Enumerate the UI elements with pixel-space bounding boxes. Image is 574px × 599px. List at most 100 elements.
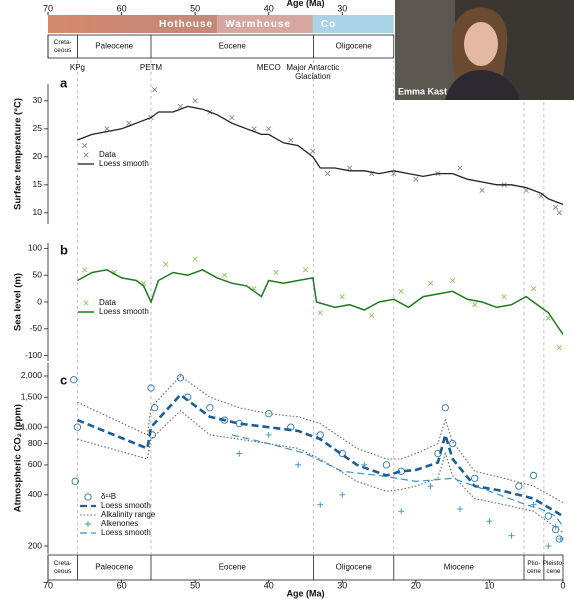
data-point <box>556 344 562 351</box>
data-point <box>501 294 507 300</box>
x-axis-title: Age (Ma) <box>287 588 325 598</box>
legend-marker <box>84 493 92 501</box>
y-tick-label: 30 <box>33 95 43 105</box>
data-point <box>152 86 158 93</box>
climate-label: Warmhouse <box>225 19 291 30</box>
legend-label: Data <box>99 298 116 307</box>
event-label: MECO <box>257 63 281 72</box>
y-tick-label: 15 <box>33 179 43 189</box>
data-point <box>441 404 449 412</box>
x-tick-label: 40 <box>264 580 274 590</box>
x-tick-label: 60 <box>117 3 127 13</box>
panel-letter: a <box>60 75 68 90</box>
event-label: KPg <box>70 63 85 72</box>
data-point <box>508 532 515 539</box>
data-point <box>557 535 564 542</box>
y-tick-label: 1,000 <box>21 421 43 431</box>
legend-label: Loess smooth <box>101 528 151 537</box>
data-point <box>472 302 478 308</box>
y-tick-label: 400 <box>28 489 42 499</box>
climate-state <box>312 15 394 33</box>
data-point <box>317 501 324 508</box>
data-point <box>530 285 537 292</box>
epoch-label: Eocene <box>219 563 247 572</box>
data-point <box>339 491 346 498</box>
data-point <box>147 384 155 392</box>
data-point <box>448 439 457 448</box>
legend-label: Loess smooth <box>99 307 149 316</box>
data-point <box>471 474 479 482</box>
x-tick-label: 60 <box>117 580 127 590</box>
smooth-line <box>231 434 564 527</box>
legend-marker <box>83 300 89 306</box>
data-point <box>221 272 228 278</box>
epoch-label: Pleisto- <box>543 560 565 567</box>
data-point <box>457 506 463 513</box>
legend-marker <box>83 152 89 158</box>
data-point <box>317 310 323 316</box>
event-label: Glaciation <box>295 72 331 81</box>
y-tick-label: 25 <box>33 123 43 133</box>
data-point <box>265 431 272 438</box>
y-tick-label: 50 <box>33 269 43 279</box>
x-tick-label: 30 <box>337 580 347 590</box>
data-point <box>324 170 331 177</box>
data-point <box>339 294 345 300</box>
y-tick-label: 800 <box>28 438 42 448</box>
epoch-label: Eocene <box>219 42 247 51</box>
data-point <box>556 210 562 216</box>
epoch-label: ceous <box>54 568 72 575</box>
x-tick-label: 30 <box>337 3 347 13</box>
x-tick-label: 10 <box>484 580 494 590</box>
data-point <box>479 187 485 194</box>
data-point <box>515 482 523 490</box>
epoch-row <box>47 554 564 581</box>
range-line <box>77 409 564 534</box>
data-point <box>347 165 353 171</box>
data-point <box>391 170 397 177</box>
person-body <box>445 70 520 100</box>
y-tick-label: 600 <box>28 459 42 469</box>
y-tick-label: 100 <box>28 243 42 253</box>
epoch-label: cene <box>546 568 560 575</box>
x-tick-label: 50 <box>190 3 200 13</box>
data-point <box>382 461 391 469</box>
legend-label: Data <box>99 150 116 159</box>
y-tick-label: 20 <box>33 151 43 161</box>
x-tick-label: 40 <box>264 3 274 13</box>
data-point <box>70 376 78 384</box>
epoch-label: Creta- <box>54 560 72 567</box>
climate-state <box>217 15 313 33</box>
y-tick-label: 1,500 <box>21 391 43 401</box>
x-tick-label: 50 <box>190 580 200 590</box>
event-label: PETM <box>140 63 163 72</box>
y-tick-label: 2,000 <box>21 370 43 380</box>
panel-letter: b <box>60 242 68 257</box>
data-point <box>206 404 214 412</box>
data-point <box>529 471 538 480</box>
data-point <box>192 256 198 262</box>
y-axis-title: Sea level (m) <box>13 273 24 331</box>
data-point <box>288 137 294 143</box>
range-line <box>77 375 564 504</box>
epoch-label: Creta- <box>54 39 72 46</box>
climate-label: Co <box>321 19 336 30</box>
data-point <box>553 204 559 210</box>
data-point <box>104 126 110 132</box>
video-tile: Emma Kast <box>395 0 574 101</box>
legend-label: Loess smooth <box>101 501 151 510</box>
epoch-label: ceous <box>54 47 72 54</box>
data-point <box>310 148 316 154</box>
epoch-label: Oligocene <box>336 563 373 572</box>
data-point <box>545 543 552 550</box>
y-axis-title: Surface temperature (°C) <box>13 98 24 210</box>
epoch-label: cene <box>527 568 541 575</box>
panel-letter: c <box>60 372 67 387</box>
data-point <box>486 518 493 525</box>
data-point <box>398 288 404 294</box>
x-axis-title: Age (Ma) <box>287 0 325 8</box>
data-point <box>71 477 79 486</box>
x-tick-label: 0 <box>560 580 565 590</box>
data-point <box>552 523 559 530</box>
